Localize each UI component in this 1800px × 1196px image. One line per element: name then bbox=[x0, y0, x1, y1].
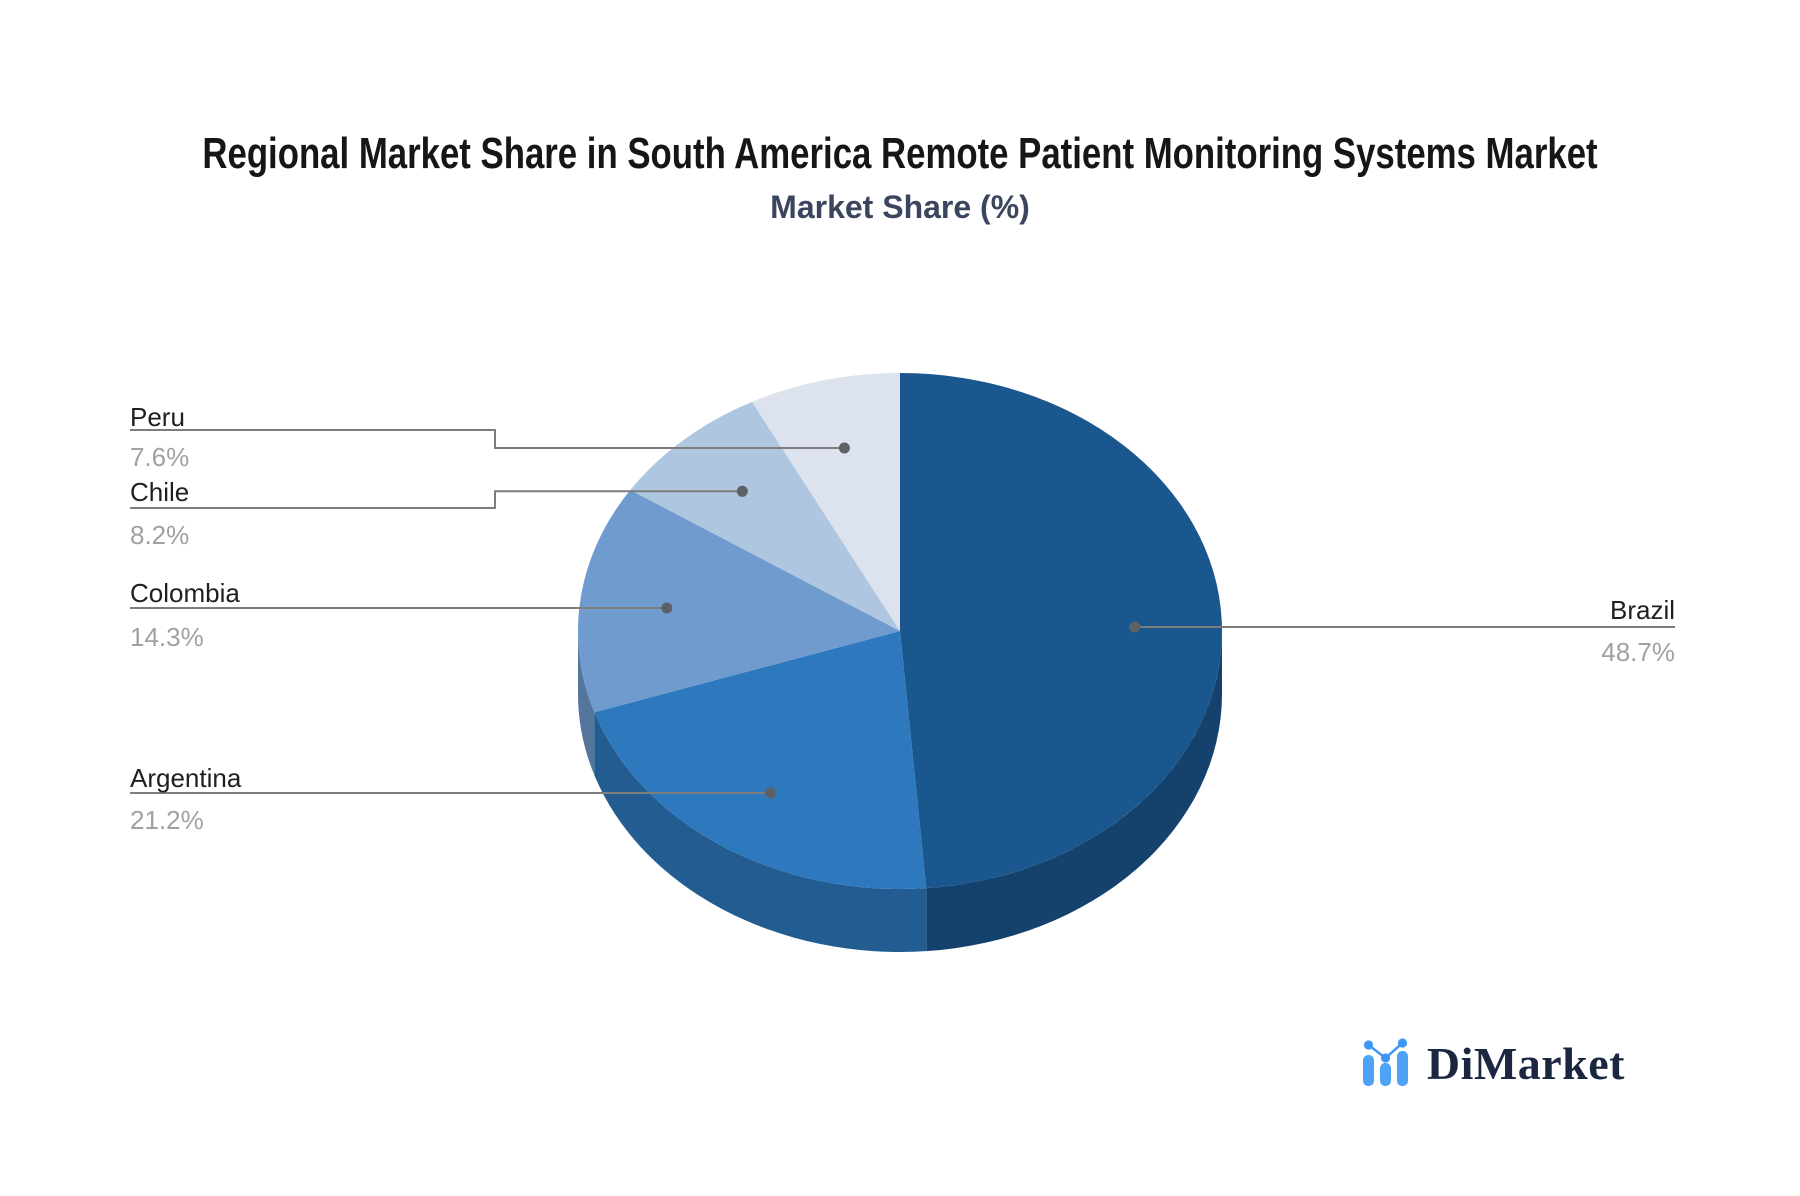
bar-line-chart-icon bbox=[1362, 1038, 1408, 1086]
slice-label-peru: Peru bbox=[130, 402, 185, 432]
brand-name: DiMarket bbox=[1426, 1038, 1625, 1089]
slice-value-colombia: 14.3% bbox=[130, 622, 204, 652]
slice-connector-dot-brazil bbox=[1129, 621, 1141, 633]
slice-leader-line-chile bbox=[130, 490, 743, 509]
pie-slice-side-argentina bbox=[594, 712, 927, 953]
brand-logo: DiMarket bbox=[1362, 1038, 1625, 1089]
slice-connector-dot-chile bbox=[736, 485, 748, 497]
slice-connector-dot-peru bbox=[838, 442, 850, 454]
pie-slice-chile[interactable] bbox=[630, 401, 900, 631]
slice-connector-dot-argentina bbox=[764, 787, 776, 799]
slice-value-peru: 7.6% bbox=[130, 442, 190, 472]
pie-slice-colombia[interactable] bbox=[577, 490, 900, 713]
pie-slice-brazil[interactable] bbox=[900, 373, 1223, 889]
slice-label-chile: Chile bbox=[130, 477, 190, 507]
page-title: Regional Market Share in South America R… bbox=[202, 129, 1598, 178]
slice-connector-dot-colombia bbox=[661, 602, 673, 614]
slice-value-chile: 8.2% bbox=[130, 520, 190, 550]
pie-slice-peru[interactable] bbox=[752, 373, 900, 631]
pie-slice-side-brazil bbox=[926, 631, 1222, 952]
slice-leader-line-peru bbox=[130, 429, 845, 449]
pie-slice-side-colombia bbox=[578, 631, 595, 776]
pie-slice-argentina[interactable] bbox=[594, 631, 927, 890]
slice-label-argentina: Argentina bbox=[130, 763, 242, 793]
slice-label-brazil: Brazil bbox=[1609, 595, 1675, 625]
slice-value-brazil: 48.7% bbox=[1601, 637, 1675, 667]
slice-value-argentina: 21.2% bbox=[130, 805, 204, 835]
chart-subtitle: Market Share (%) bbox=[770, 189, 1030, 225]
slice-label-colombia: Colombia bbox=[130, 578, 240, 608]
